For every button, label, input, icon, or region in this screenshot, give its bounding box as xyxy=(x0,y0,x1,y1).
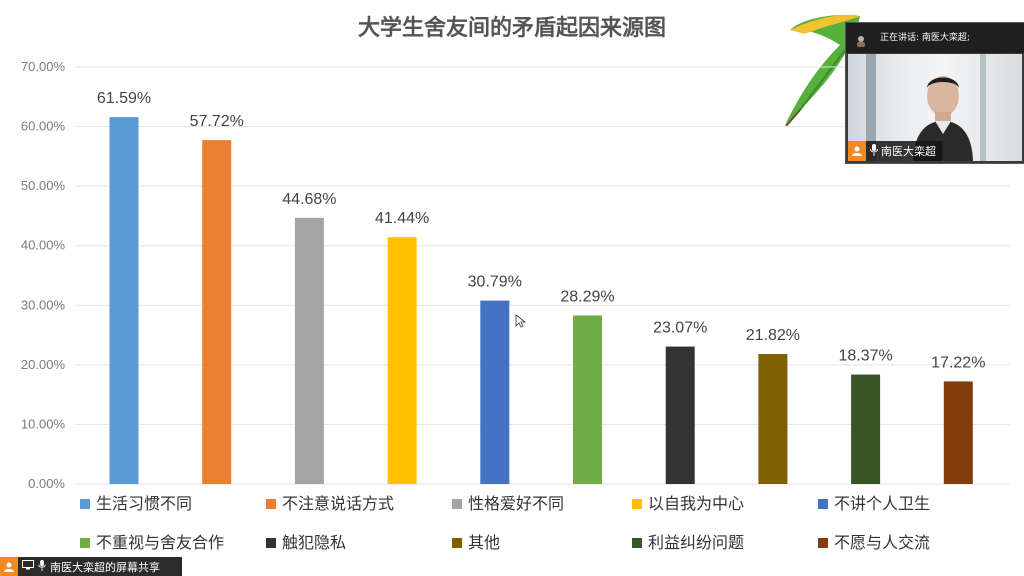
data-label: 23.07% xyxy=(653,320,707,337)
share-bar-label: 南医大栾超的屏幕共享 xyxy=(50,560,160,574)
screen-share-bar[interactable]: 南医大栾超的屏幕共享 xyxy=(0,557,182,576)
legend-swatch xyxy=(818,538,828,548)
legend-swatch xyxy=(632,499,642,509)
legend-label: 性格爱好不同 xyxy=(468,494,564,513)
bar xyxy=(758,354,788,484)
data-label: 30.79% xyxy=(468,274,522,291)
legend-swatch xyxy=(452,499,462,509)
bar xyxy=(851,374,881,484)
user-icon xyxy=(0,557,18,576)
speaker-avatar-icon xyxy=(854,31,868,61)
y-tick-label: 30.00% xyxy=(21,297,66,312)
y-tick-label: 60.00% xyxy=(21,119,66,134)
bar xyxy=(665,346,695,484)
data-label: 41.44% xyxy=(375,210,429,227)
bar xyxy=(109,117,139,484)
legend-label: 不愿与人交流 xyxy=(834,533,930,552)
speaking-indicator: 正在讲话: 南医大栾超; xyxy=(846,23,1024,53)
screen-share-icon xyxy=(22,560,34,573)
data-label: 21.82% xyxy=(746,327,800,344)
y-tick-label: 0.00% xyxy=(28,476,65,491)
y-tick-label: 50.00% xyxy=(21,178,66,193)
bar xyxy=(387,237,417,484)
y-tick-label: 20.00% xyxy=(21,357,66,372)
ginkgo-leaf-logo xyxy=(785,14,860,127)
legend-label: 不重视与舍友合作 xyxy=(96,533,224,552)
legend-label: 触犯隐私 xyxy=(282,533,346,552)
legend-swatch xyxy=(80,538,90,548)
legend-label: 其他 xyxy=(468,533,500,552)
bar xyxy=(294,217,324,485)
data-label: 44.68% xyxy=(282,191,336,208)
bar xyxy=(202,140,232,484)
bar xyxy=(480,300,510,484)
chart-title: 大学生舍友间的矛盾起因来源图 xyxy=(358,15,666,41)
data-label: 18.37% xyxy=(838,348,892,365)
presenter-video-panel[interactable]: 正在讲话: 南医大栾超; 南医大栾超 xyxy=(845,22,1024,164)
y-tick-label: 10.00% xyxy=(21,416,66,431)
data-label: 17.22% xyxy=(931,354,985,371)
legend-label: 不讲个人卫生 xyxy=(834,494,930,513)
presenter-name-tag: 南医大栾超 xyxy=(848,141,942,161)
mic-icon xyxy=(38,559,46,574)
presenter-name: 南医大栾超 xyxy=(881,145,936,158)
mic-icon xyxy=(870,143,878,159)
y-axis-ticks: 0.00% 10.00% 20.00% 30.00% 40.00% 50.00% 60.00… xyxy=(21,59,66,491)
legend-label: 以自我为中心 xyxy=(648,494,744,513)
mouse-cursor-icon xyxy=(515,314,527,328)
bar xyxy=(943,381,973,484)
legend-swatch xyxy=(80,499,90,509)
data-label: 57.72% xyxy=(190,113,244,130)
y-tick-label: 40.00% xyxy=(21,238,66,253)
y-tick-label: 70.00% xyxy=(21,59,66,74)
legend-swatch xyxy=(818,499,828,509)
legend-swatch xyxy=(266,499,276,509)
legend-label: 生活习惯不同 xyxy=(96,494,192,513)
data-label: 61.59% xyxy=(97,90,151,107)
legend-swatch xyxy=(266,538,276,548)
user-icon xyxy=(848,141,866,161)
legend-swatch xyxy=(632,538,642,548)
legend-label: 利益纠纷问题 xyxy=(648,533,744,552)
legend-swatch xyxy=(452,538,462,548)
camera-feed xyxy=(848,54,1022,161)
speaking-text: 正在讲话: 南医大栾超; xyxy=(880,33,970,43)
data-label: 28.29% xyxy=(560,288,614,305)
data-labels: 61.59% 57.72% 44.68% 41.44% 30.79% 28.29% 23.0… xyxy=(97,90,986,371)
bars xyxy=(109,117,973,485)
bar xyxy=(573,315,602,484)
legend-label: 不注意说话方式 xyxy=(282,494,394,513)
